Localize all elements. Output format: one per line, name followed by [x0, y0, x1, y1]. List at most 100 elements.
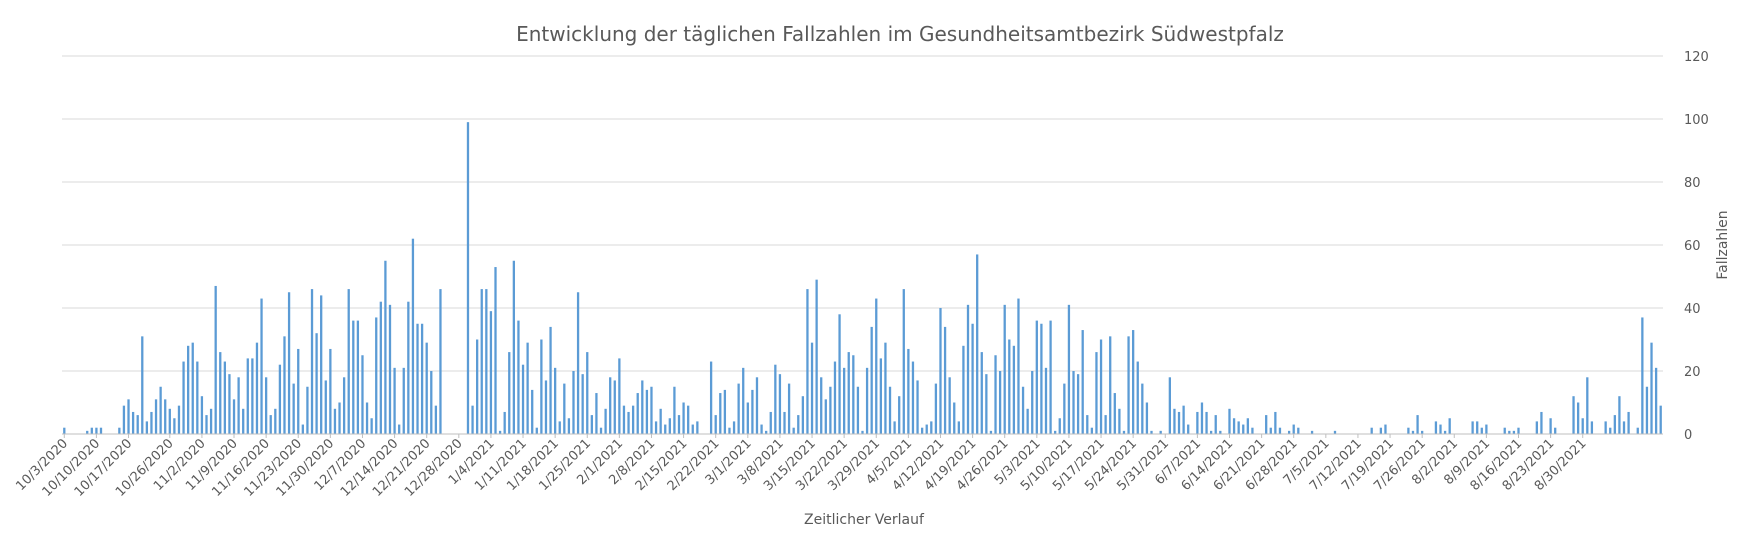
bar	[769, 411, 772, 434]
bar	[1141, 383, 1144, 434]
bar	[760, 424, 763, 434]
bar	[599, 427, 603, 434]
bar	[567, 418, 571, 434]
bar	[677, 415, 681, 434]
bar	[1535, 421, 1538, 434]
bar	[641, 380, 644, 434]
bar	[301, 424, 304, 434]
bar	[659, 408, 662, 434]
bar	[264, 377, 268, 434]
bar	[861, 430, 864, 434]
bar	[709, 361, 713, 434]
bar	[728, 427, 731, 434]
bar	[1636, 427, 1639, 434]
bar	[251, 358, 254, 434]
bar	[604, 408, 607, 434]
bar	[755, 377, 759, 434]
x-axis-ticks: 10/3/202010/10/202010/17/202010/26/20201…	[13, 434, 1590, 500]
bar	[966, 304, 970, 434]
y-tick-label: 20	[1684, 365, 1701, 380]
bar	[778, 374, 782, 434]
bar	[1113, 393, 1116, 434]
bar	[531, 389, 534, 434]
bar	[838, 314, 841, 434]
bar	[237, 377, 240, 434]
bar	[1228, 408, 1231, 434]
bar	[765, 430, 768, 434]
bar	[512, 260, 515, 434]
bar	[521, 364, 525, 434]
bar	[618, 358, 621, 434]
bar	[535, 427, 538, 434]
bar	[1274, 411, 1277, 434]
bar	[1581, 418, 1584, 434]
bar	[1035, 320, 1038, 434]
bar	[1205, 411, 1208, 434]
bar	[485, 289, 488, 434]
bar	[1379, 427, 1383, 434]
bar	[1008, 339, 1011, 434]
bar	[879, 358, 882, 434]
bar	[829, 386, 832, 434]
bar	[1031, 371, 1034, 434]
bar	[1654, 367, 1658, 434]
bar	[1200, 402, 1204, 434]
bar	[865, 367, 869, 434]
bar	[1127, 336, 1130, 434]
bar	[1384, 424, 1387, 434]
bar	[590, 415, 593, 434]
bar	[324, 380, 327, 434]
bar	[1434, 421, 1438, 434]
bar	[196, 361, 199, 434]
bar	[1278, 427, 1282, 434]
bar	[99, 427, 103, 434]
chart-title: Entwicklung der täglichen Fallzahlen im …	[516, 22, 1284, 46]
bar	[622, 405, 626, 434]
bar	[1471, 421, 1474, 434]
y-tick-label: 40	[1684, 302, 1701, 317]
bar	[439, 289, 442, 434]
bar	[544, 380, 548, 434]
bar	[425, 342, 428, 434]
bar	[1086, 415, 1089, 434]
bar	[1448, 418, 1451, 434]
bar	[1476, 421, 1479, 434]
bar	[1604, 421, 1607, 434]
bar	[255, 342, 259, 434]
bar	[1159, 430, 1162, 434]
bar	[650, 386, 653, 434]
bar	[925, 424, 928, 434]
bar	[489, 311, 493, 434]
bar	[122, 405, 126, 434]
bar	[1333, 430, 1337, 434]
bar	[214, 285, 217, 434]
bar	[1590, 421, 1594, 434]
bar	[1512, 430, 1516, 434]
bar	[388, 304, 392, 434]
bar	[1641, 317, 1644, 434]
bar	[1058, 418, 1061, 434]
bar	[774, 364, 777, 434]
bar	[1017, 298, 1020, 434]
bar	[1021, 386, 1025, 434]
bar	[1104, 415, 1107, 434]
bar	[1576, 402, 1580, 434]
bar	[287, 292, 291, 434]
bar	[1232, 418, 1236, 434]
bar	[1049, 320, 1052, 434]
bar	[971, 323, 974, 434]
bar	[746, 402, 749, 434]
bar	[145, 421, 149, 434]
bar	[664, 424, 667, 434]
bar	[787, 383, 791, 434]
bar	[1182, 405, 1185, 434]
bar	[1503, 427, 1506, 434]
bar	[86, 430, 89, 434]
bar	[1297, 427, 1300, 434]
bar	[1659, 405, 1662, 434]
bar	[1242, 424, 1245, 434]
bar	[1072, 371, 1075, 434]
bar	[783, 411, 786, 434]
y-tick-label: 120	[1684, 50, 1709, 65]
bar	[352, 320, 355, 434]
